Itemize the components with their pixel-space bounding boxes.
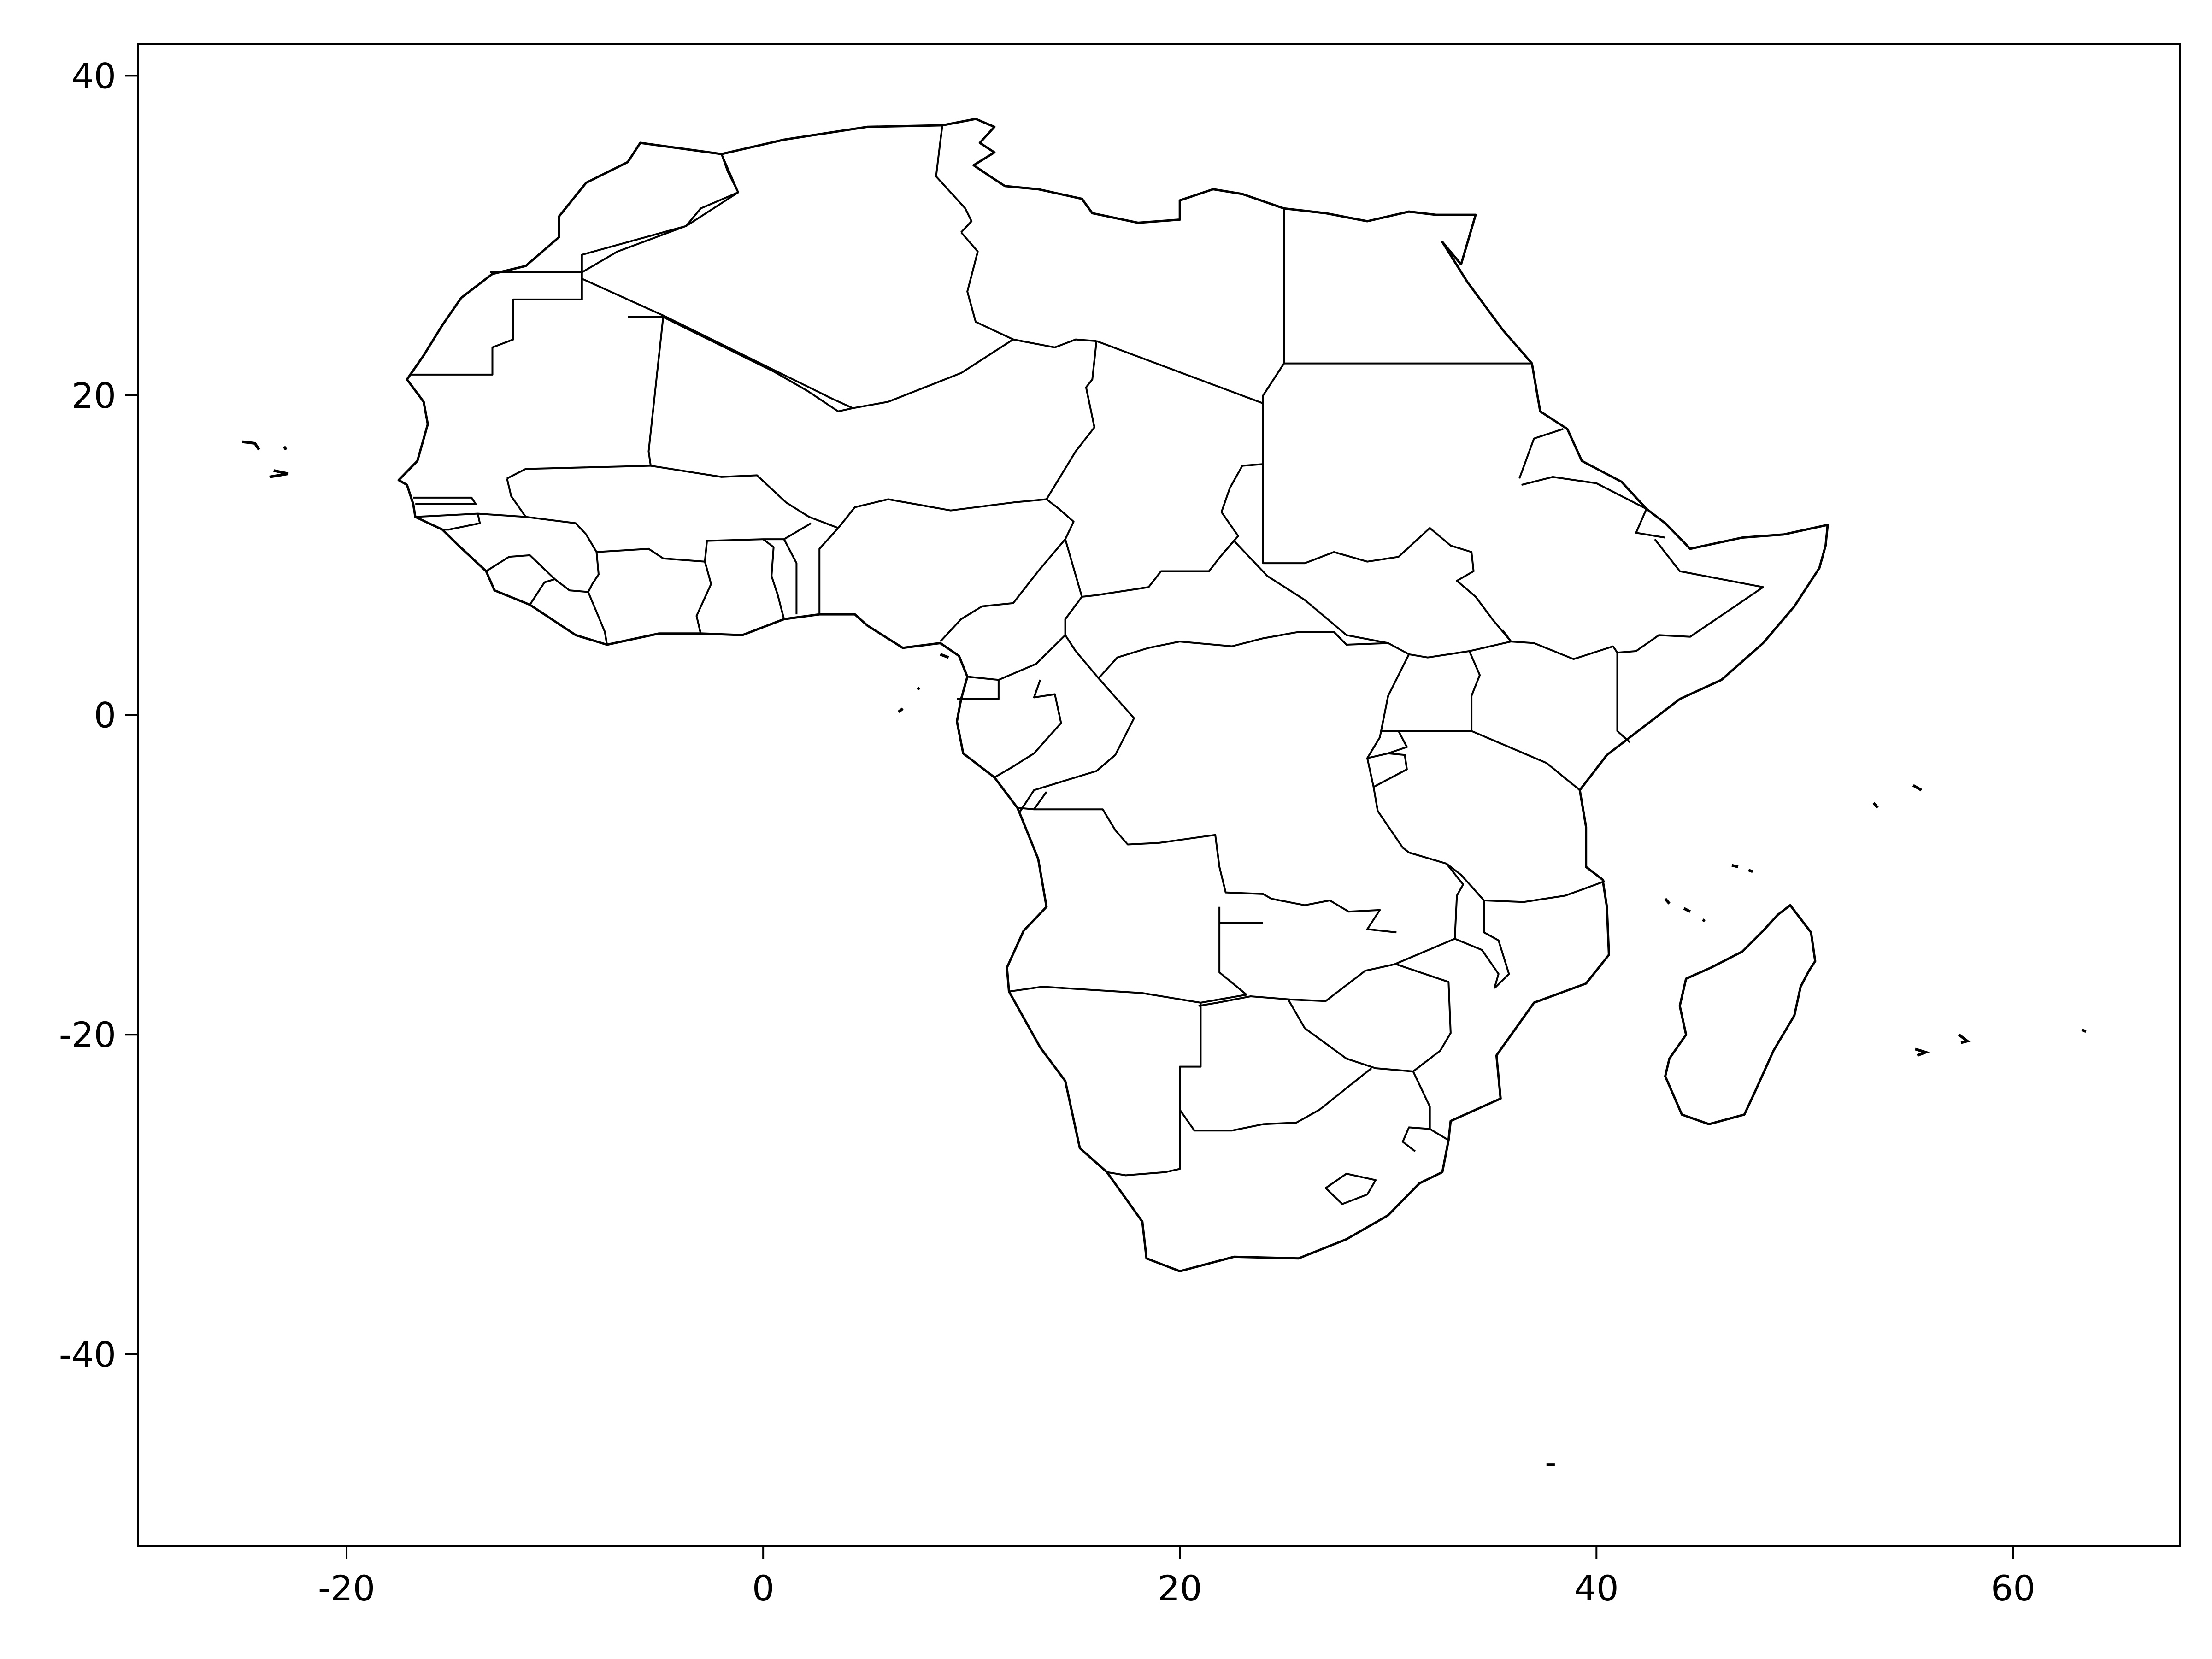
- country-border: [1033, 791, 1047, 810]
- island: [1912, 784, 1922, 792]
- plot-frame: [137, 43, 2181, 1547]
- country-border: [1367, 752, 1408, 788]
- country-border: [525, 516, 608, 645]
- country-border: [1616, 653, 1630, 743]
- x-tick-label: 60: [1991, 1568, 2036, 1609]
- country-border: [1412, 1071, 1449, 1141]
- island: [1958, 1033, 1971, 1044]
- country-border: [695, 561, 712, 634]
- island: [1701, 918, 1706, 923]
- country-border: [1483, 900, 1510, 989]
- country-border: [581, 272, 853, 409]
- island: [1731, 864, 1739, 869]
- y-axis: 40 20 0 -20 -40: [59, 55, 138, 1375]
- country-border: [1612, 538, 1764, 654]
- country-border: [1009, 986, 1247, 1004]
- island: [269, 469, 289, 478]
- country-border: [1402, 847, 1606, 903]
- country-border: [1179, 1067, 1372, 1132]
- island: [1683, 907, 1691, 913]
- country-border: [994, 679, 1062, 778]
- country-border: [818, 527, 839, 615]
- map-content: [242, 118, 2087, 1466]
- y-tick-label: 20: [71, 375, 116, 416]
- y-tick-label: -20: [59, 1014, 116, 1055]
- island: [2081, 1028, 2087, 1033]
- y-tick-label: 0: [94, 695, 116, 736]
- country-border: [967, 634, 1066, 681]
- country-border: [1401, 1126, 1430, 1152]
- country-border: [1198, 938, 1455, 1007]
- country-border: [581, 153, 739, 273]
- country-border: [1017, 806, 1397, 934]
- country-border: [596, 522, 812, 563]
- country-border: [1064, 631, 1388, 679]
- country-border: [960, 231, 1014, 341]
- madagascar-coastline: [1664, 904, 1817, 1125]
- island: [282, 446, 288, 451]
- island: [242, 440, 260, 451]
- country-border: [1064, 596, 1083, 635]
- y-tick-label: 40: [71, 55, 116, 96]
- country-border: [409, 278, 583, 376]
- country-border: [1221, 540, 1512, 659]
- country-border: [1106, 1002, 1202, 1177]
- country-border: [957, 680, 1000, 700]
- x-tick-label: 20: [1158, 1568, 1202, 1609]
- country-border: [935, 125, 973, 233]
- country-border: [1518, 428, 1564, 479]
- country-border: [1502, 629, 1614, 660]
- country-border: [663, 316, 853, 412]
- country-border: [554, 578, 588, 593]
- country-border: [783, 539, 798, 615]
- x-tick-label: 0: [752, 1568, 774, 1609]
- country-border: [1218, 906, 1247, 996]
- country-border: [762, 538, 785, 620]
- country-border: [1382, 651, 1481, 732]
- country-border: [1046, 341, 1098, 500]
- island: [940, 653, 949, 659]
- country-border: [1521, 476, 1647, 510]
- country-border: [485, 554, 556, 606]
- country-border: [1262, 464, 1512, 642]
- country-border: [442, 513, 481, 531]
- x-tick-label: 40: [1574, 1568, 1619, 1609]
- island: [1872, 802, 1879, 809]
- country-border: [650, 465, 839, 529]
- country-border: [837, 498, 1075, 642]
- island: [1664, 898, 1671, 905]
- island: [1748, 869, 1753, 873]
- x-axis: -20 0 20 40 60: [318, 1546, 2036, 1609]
- island: [898, 707, 904, 713]
- island: [1915, 1047, 1930, 1057]
- country-border: [413, 496, 477, 505]
- country-border: [506, 316, 665, 480]
- island: [916, 687, 921, 691]
- country-border: [1635, 508, 1665, 539]
- country-border: [1018, 677, 1135, 813]
- country-border: [1325, 1172, 1377, 1205]
- country-border: [1388, 730, 1408, 754]
- y-tick-label: -40: [59, 1334, 116, 1375]
- country-border: [1471, 730, 1581, 791]
- x-tick-label: -20: [318, 1568, 375, 1609]
